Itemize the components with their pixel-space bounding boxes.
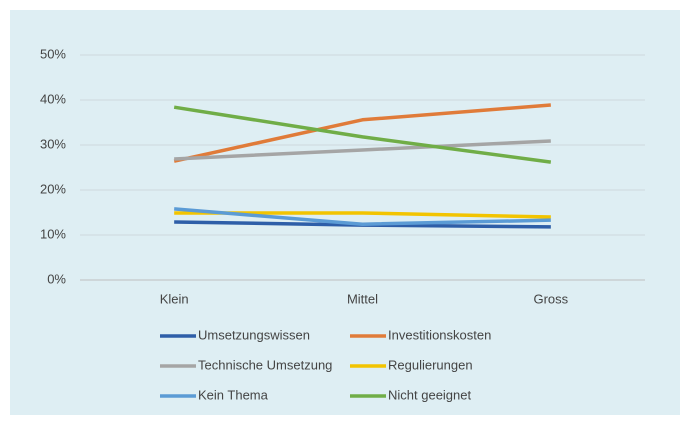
y-tick-label: 40% [40,91,66,106]
x-tick-label: Gross [533,291,568,306]
x-tick-label: Mittel [347,291,378,306]
legend-label: Regulierungen [388,357,473,372]
legend-label: Kein Thema [198,387,269,402]
y-tick-label: 20% [40,181,66,196]
y-tick-label: 0% [47,271,66,286]
series-line [174,207,551,226]
series-line [173,103,551,163]
x-tick-label: Klein [160,291,189,306]
legend-label: Umsetzungswissen [198,327,310,342]
y-tick-label: 30% [40,136,66,151]
series-line [174,139,551,161]
legend-label: Nicht geeignet [388,387,471,402]
legend-label: Technische Umsetzung [198,357,332,372]
y-tick-label: 50% [40,46,66,61]
y-tick-label: 10% [40,226,66,241]
series-line [173,105,552,164]
legend-label: Investitionskosten [388,327,491,342]
